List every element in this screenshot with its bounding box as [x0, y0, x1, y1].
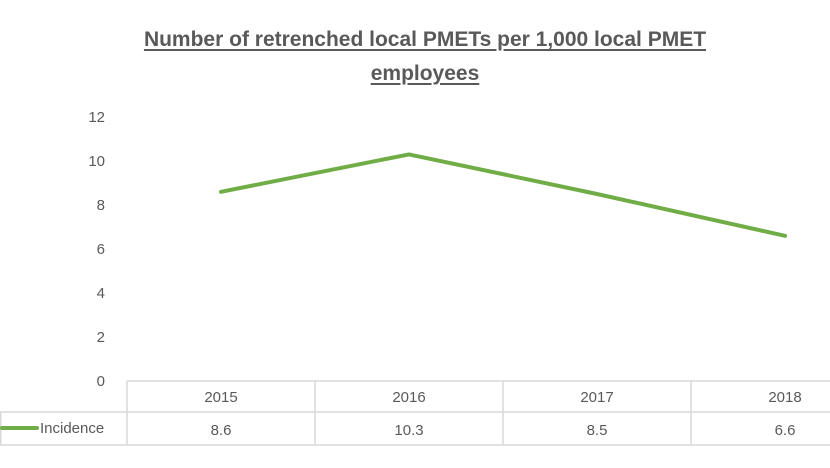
data-table-value: 6.6: [775, 422, 796, 439]
category-label: 2018: [768, 389, 801, 406]
y-tick-label: 2: [97, 329, 105, 346]
data-table-values: 8.6 10.3 8.5 6.6: [211, 422, 796, 439]
series-lines: [219, 152, 787, 238]
category-label: 2017: [580, 389, 613, 406]
data-table-value: 8.5: [587, 422, 608, 439]
y-tick-label: 8: [97, 197, 105, 214]
data-table-grid: [0, 380, 830, 446]
y-axis-ticks: 0 2 4 6 8 10 12: [88, 109, 105, 390]
y-tick-label: 4: [97, 285, 105, 302]
y-tick-label: 0: [97, 373, 105, 390]
legend-label: Incidence: [40, 420, 104, 437]
category-label: 2016: [392, 389, 425, 406]
data-table-value: 10.3: [394, 422, 423, 439]
chart-title-line-2: employees: [370, 62, 480, 85]
legend: Incidence: [0, 420, 104, 437]
data-table-value: 8.6: [211, 422, 232, 439]
category-label: 2015: [204, 389, 237, 406]
y-tick-label: 6: [97, 241, 105, 258]
y-tick-label: 10: [88, 153, 105, 170]
chart-title-line-1: Number of retrenched local PMETs per 1,0…: [143, 28, 707, 51]
category-labels: 2015 2016 2017 2018: [204, 389, 801, 406]
y-tick-label: 12: [88, 109, 105, 126]
series-line: [219, 152, 787, 238]
